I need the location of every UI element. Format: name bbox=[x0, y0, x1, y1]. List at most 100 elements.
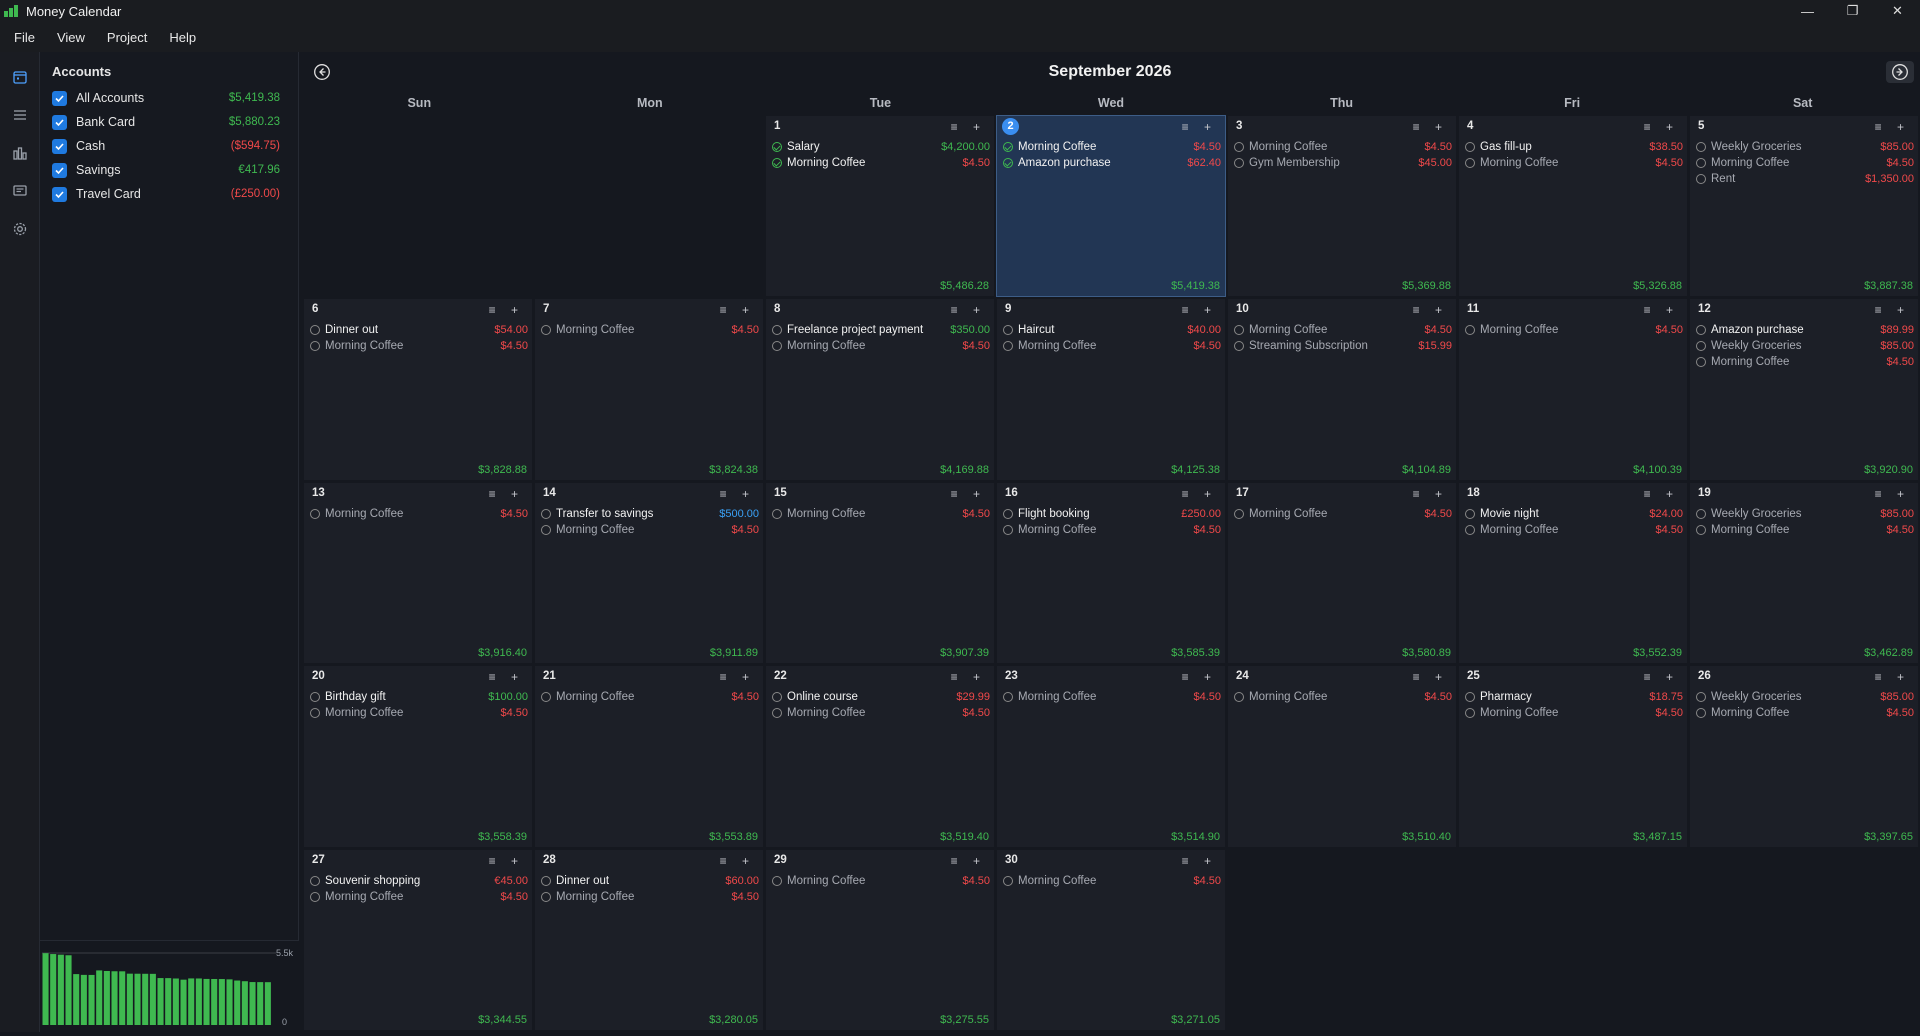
transaction-item[interactable]: Weekly Groceries $85.00 bbox=[1696, 689, 1914, 705]
day-cell[interactable]: 12 ≡ + Amazon purchase $89.99 Weekly Groceri… bbox=[1690, 299, 1918, 480]
day-tools[interactable]: ≡ + bbox=[950, 853, 986, 868]
day-cell[interactable]: 29 ≡ + Morning Coffee $4.50 $3,275.55 bbox=[766, 849, 994, 1030]
day-cell[interactable]: 14 ≡ + Transfer to savings $500.00 Morning C… bbox=[535, 482, 763, 664]
transaction-item[interactable]: Morning Coffee $4.50 bbox=[1003, 139, 1221, 155]
day-tools[interactable]: ≡ + bbox=[719, 670, 755, 685]
checkbox-checked-icon[interactable] bbox=[52, 90, 67, 106]
day-tools[interactable]: ≡ + bbox=[1412, 120, 1448, 134]
day-tools[interactable]: ≡ + bbox=[1181, 120, 1217, 134]
transaction-item[interactable]: Morning Coffee $4.50 bbox=[772, 338, 990, 354]
day-cell[interactable]: 23 ≡ + Morning Coffee $4.50 $3,514.90 bbox=[997, 666, 1225, 847]
transaction-item[interactable]: Amazon purchase $89.99 bbox=[1696, 322, 1914, 338]
checkbox-checked-icon[interactable] bbox=[52, 162, 67, 178]
day-cell[interactable]: 25 ≡ + Pharmacy $18.75 Morning Coffee $4.50 $3… bbox=[1459, 666, 1687, 847]
day-cell[interactable]: 1 ≡ + Salary $4,200.00 Morning Coffee $4.50 $5… bbox=[766, 116, 994, 297]
checkbox-checked-icon[interactable] bbox=[52, 114, 67, 130]
day-tools[interactable]: ≡ + bbox=[1181, 670, 1217, 685]
transaction-item[interactable]: Morning Coffee $4.50 bbox=[1003, 873, 1221, 889]
day-cell[interactable]: 22 ≡ + Online course $29.99 Morning Coffee $4… bbox=[766, 666, 994, 847]
transaction-item[interactable]: Morning Coffee $4.50 bbox=[1234, 322, 1452, 338]
transaction-item[interactable]: Dinner out $54.00 bbox=[310, 322, 528, 338]
menu-project[interactable]: Project bbox=[106, 29, 148, 45]
day-tools[interactable]: ≡ + bbox=[1181, 303, 1217, 318]
day-tools[interactable]: ≡ + bbox=[1643, 303, 1679, 318]
day-tools[interactable]: ≡ + bbox=[488, 853, 524, 868]
transaction-item[interactable]: Gym Membership $45.00 bbox=[1234, 155, 1452, 171]
transaction-item[interactable]: Morning Coffee $4.50 bbox=[1465, 522, 1683, 538]
day-cell[interactable]: 13 ≡ + Morning Coffee $4.50 $3,916.40 bbox=[304, 482, 532, 664]
day-tools[interactable]: ≡ + bbox=[950, 670, 986, 685]
transaction-item[interactable]: Morning Coffee $4.50 bbox=[310, 506, 528, 522]
menu-help[interactable]: Help bbox=[169, 29, 197, 45]
transaction-item[interactable]: Weekly Groceries $85.00 bbox=[1696, 506, 1914, 522]
day-cell[interactable]: 26 ≡ + Weekly Groceries $85.00 Morning Coffe… bbox=[1690, 666, 1918, 847]
day-tools[interactable]: ≡ + bbox=[719, 486, 755, 501]
day-tools[interactable]: ≡ + bbox=[950, 120, 986, 134]
transaction-item[interactable]: Morning Coffee $4.50 bbox=[1003, 522, 1221, 538]
day-cell[interactable]: 7 ≡ + Morning Coffee $4.50 $3,824.38 bbox=[535, 299, 763, 480]
prev-month-button[interactable] bbox=[308, 61, 336, 83]
day-tools[interactable]: ≡ + bbox=[1643, 486, 1679, 501]
checkbox-checked-icon[interactable] bbox=[52, 186, 67, 202]
messages-icon[interactable] bbox=[0, 172, 40, 210]
transaction-item[interactable]: Weekly Groceries $85.00 bbox=[1696, 139, 1914, 155]
transaction-item[interactable]: Morning Coffee $4.50 bbox=[1234, 506, 1452, 522]
transaction-item[interactable]: Weekly Groceries $85.00 bbox=[1696, 338, 1914, 354]
day-tools[interactable]: ≡ + bbox=[1412, 303, 1448, 318]
day-tools[interactable]: ≡ + bbox=[1874, 486, 1910, 501]
day-cell[interactable]: 18 ≡ + Movie night $24.00 Morning Coffee $4.5… bbox=[1459, 482, 1687, 664]
transaction-item[interactable]: Morning Coffee $4.50 bbox=[772, 705, 990, 721]
transaction-item[interactable]: Morning Coffee $4.50 bbox=[541, 889, 759, 905]
account-row[interactable]: Cash ($594.75) bbox=[40, 134, 298, 158]
day-cell[interactable]: 20 ≡ + Birthday gift $100.00 Morning Coffee $… bbox=[304, 666, 532, 847]
transaction-item[interactable]: Morning Coffee $4.50 bbox=[541, 522, 759, 538]
transaction-item[interactable]: Dinner out $60.00 bbox=[541, 873, 759, 889]
transaction-item[interactable]: Salary $4,200.00 bbox=[772, 139, 990, 155]
day-cell-today[interactable]: 2 ≡ + Morning Coffee $4.50 Amazon purchase $6… bbox=[996, 114, 1226, 298]
transaction-item[interactable]: Morning Coffee $4.50 bbox=[1003, 689, 1221, 705]
transaction-item[interactable]: Rent $1,350.00 bbox=[1696, 171, 1914, 187]
menu-file[interactable]: File bbox=[14, 29, 35, 45]
day-tools[interactable]: ≡ + bbox=[488, 670, 524, 685]
day-cell[interactable]: 19 ≡ + Weekly Groceries $85.00 Morning Coffe… bbox=[1690, 482, 1918, 664]
day-tools[interactable]: ≡ + bbox=[488, 486, 524, 501]
day-cell[interactable]: 6 ≡ + Dinner out $54.00 Morning Coffee $4.50 $… bbox=[304, 299, 532, 480]
transaction-item[interactable]: Morning Coffee $4.50 bbox=[310, 705, 528, 721]
restore-button[interactable]: ❐ bbox=[1846, 3, 1859, 18]
account-row[interactable]: Savings €417.96 bbox=[40, 158, 298, 182]
day-cell[interactable]: 4 ≡ + Gas fill-up $38.50 Morning Coffee $4.50… bbox=[1459, 116, 1687, 297]
calendar-icon[interactable] bbox=[0, 58, 40, 96]
day-cell[interactable]: 10 ≡ + Morning Coffee $4.50 Streaming Subscr… bbox=[1228, 299, 1456, 480]
transaction-item[interactable]: Morning Coffee $4.50 bbox=[1234, 689, 1452, 705]
list-icon[interactable] bbox=[0, 96, 40, 134]
transaction-item[interactable]: Morning Coffee $4.50 bbox=[1465, 155, 1683, 171]
transaction-item[interactable]: Morning Coffee $4.50 bbox=[310, 338, 528, 354]
transaction-item[interactable]: Birthday gift $100.00 bbox=[310, 689, 528, 705]
day-cell[interactable]: 11 ≡ + Morning Coffee $4.50 $4,100.39 bbox=[1459, 299, 1687, 480]
account-row[interactable]: Travel Card (£250.00) bbox=[40, 182, 298, 206]
transaction-item[interactable]: Morning Coffee $4.50 bbox=[1696, 705, 1914, 721]
day-tools[interactable]: ≡ + bbox=[1643, 670, 1679, 685]
menu-view[interactable]: View bbox=[56, 29, 85, 45]
transaction-item[interactable]: Streaming Subscription $15.99 bbox=[1234, 338, 1452, 354]
transaction-item[interactable]: Souvenir shopping €45.00 bbox=[310, 873, 528, 889]
day-cell[interactable]: 24 ≡ + Morning Coffee $4.50 $3,510.40 bbox=[1228, 666, 1456, 847]
day-tools[interactable]: ≡ + bbox=[719, 303, 755, 318]
day-cell[interactable]: 8 ≡ + Freelance project payment $350.00 Morn… bbox=[766, 299, 994, 480]
day-tools[interactable]: ≡ + bbox=[950, 303, 986, 318]
day-tools[interactable]: ≡ + bbox=[1412, 486, 1448, 501]
transaction-item[interactable]: Online course $29.99 bbox=[772, 689, 990, 705]
account-row[interactable]: Bank Card $5,880.23 bbox=[40, 110, 298, 134]
day-tools[interactable]: ≡ + bbox=[1643, 120, 1679, 134]
day-tools[interactable]: ≡ + bbox=[719, 853, 755, 868]
day-cell[interactable]: 17 ≡ + Morning Coffee $4.50 $3,580.89 bbox=[1228, 482, 1456, 664]
account-row[interactable]: All Accounts $5,419.38 bbox=[40, 86, 298, 110]
gear-icon[interactable] bbox=[0, 210, 40, 248]
day-cell[interactable]: 5 ≡ + Weekly Groceries $85.00 Morning Coffee… bbox=[1690, 116, 1918, 297]
transaction-item[interactable]: Gas fill-up $38.50 bbox=[1465, 139, 1683, 155]
day-cell[interactable]: 28 ≡ + Dinner out $60.00 Morning Coffee $4.50… bbox=[535, 849, 763, 1030]
transaction-item[interactable]: Morning Coffee $4.50 bbox=[541, 689, 759, 705]
day-tools[interactable]: ≡ + bbox=[1874, 120, 1910, 134]
day-cell[interactable]: 3 ≡ + Morning Coffee $4.50 Gym Membership $45… bbox=[1228, 116, 1456, 297]
transaction-item[interactable]: Morning Coffee $4.50 bbox=[1465, 322, 1683, 338]
